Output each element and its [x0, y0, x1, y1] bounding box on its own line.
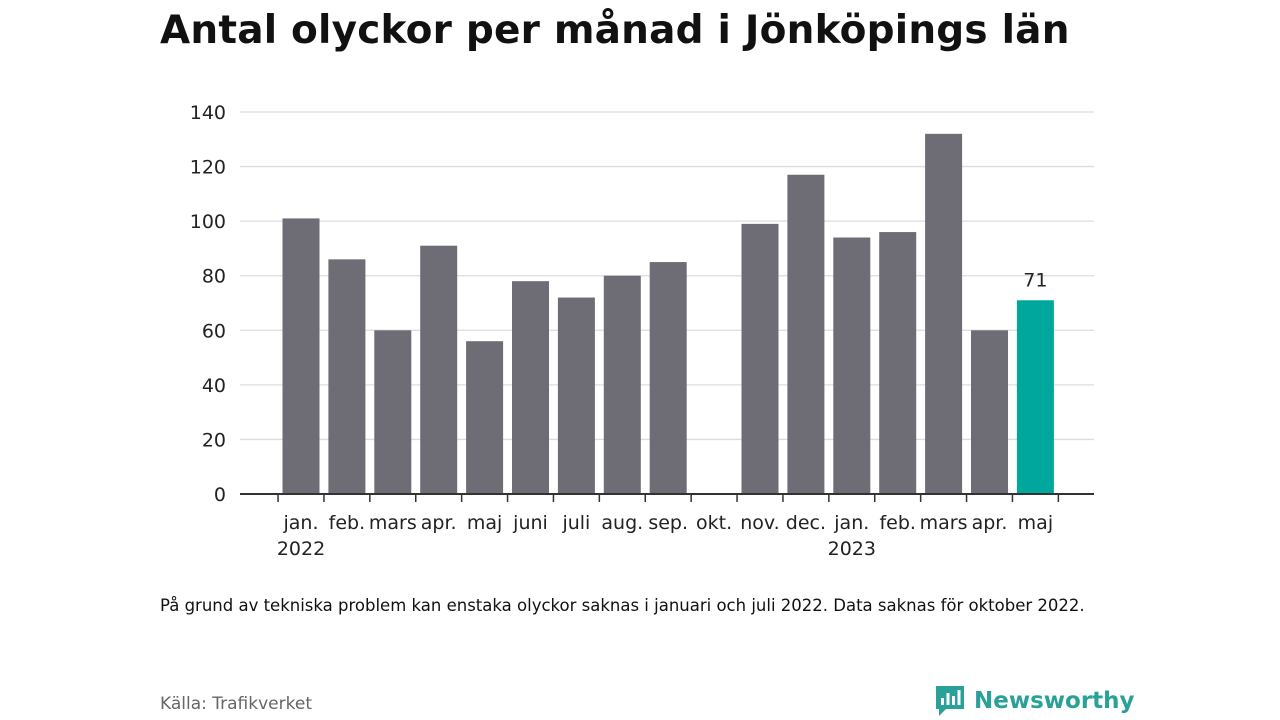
x-tick-label: apr. [972, 512, 1008, 534]
x-tick-label: jan. [282, 512, 318, 534]
x-tick-label: mars [369, 512, 417, 534]
x-tick-label: nov. [740, 512, 779, 534]
x-tick-label: aug. [601, 512, 643, 534]
x-tick-label: jan. [833, 512, 869, 534]
bar-12 [787, 174, 825, 494]
x-tick-label: okt. [696, 512, 732, 534]
footnote: På grund av tekniska problem kan enstaka… [160, 596, 1085, 615]
bar-17 [1016, 300, 1054, 494]
y-tick-label: 100 [190, 211, 226, 233]
y-tick-label: 80 [202, 266, 226, 288]
x-tick-label: apr. [421, 512, 457, 534]
bar-5 [466, 341, 504, 494]
y-tick-label: 140 [190, 102, 226, 124]
x-tick-label: juni [512, 512, 548, 534]
bar-13 [833, 237, 871, 494]
newsworthy-logo-icon [936, 686, 964, 716]
bars [282, 133, 1054, 495]
bar-4 [420, 245, 458, 494]
y-tick-label: 0 [214, 484, 226, 506]
brand-name: Newsworthy [974, 688, 1135, 714]
bar-16 [971, 330, 1008, 494]
x-axis [240, 493, 1094, 502]
bar-9 [649, 262, 687, 494]
bar-6 [512, 281, 549, 494]
x-tick-label: feb. [879, 512, 915, 534]
x-tick-label: feb. [329, 512, 365, 534]
y-tick-label: 60 [202, 320, 226, 342]
y-tick-label: 40 [202, 375, 226, 397]
year-label: 2023 [828, 538, 876, 560]
bar-2 [328, 259, 366, 494]
x-tick-label: juli [561, 512, 590, 534]
chart-title: Antal olyckor per månad i Jönköpings län [160, 8, 1070, 53]
data-label: 71 [1023, 269, 1047, 291]
x-tick-label: maj [1018, 512, 1053, 534]
x-tick-label: sep. [648, 512, 688, 534]
source-text: Källa: Trafikverket [160, 694, 312, 714]
year-label: 2022 [277, 538, 325, 560]
x-tick-label: dec. [786, 512, 826, 534]
bar-15 [925, 133, 963, 495]
x-tick-label: maj [467, 512, 502, 534]
x-tick-label: mars [920, 512, 968, 534]
bar-1 [282, 218, 320, 494]
brand-logo[interactable]: Newsworthy [934, 683, 1135, 719]
bar-14 [879, 232, 917, 495]
bar-8 [603, 275, 641, 494]
y-tick-label: 20 [202, 429, 226, 451]
bar-7 [557, 297, 595, 494]
y-tick-label: 120 [190, 157, 226, 179]
bar-3 [374, 330, 412, 494]
bar-11 [741, 223, 779, 494]
